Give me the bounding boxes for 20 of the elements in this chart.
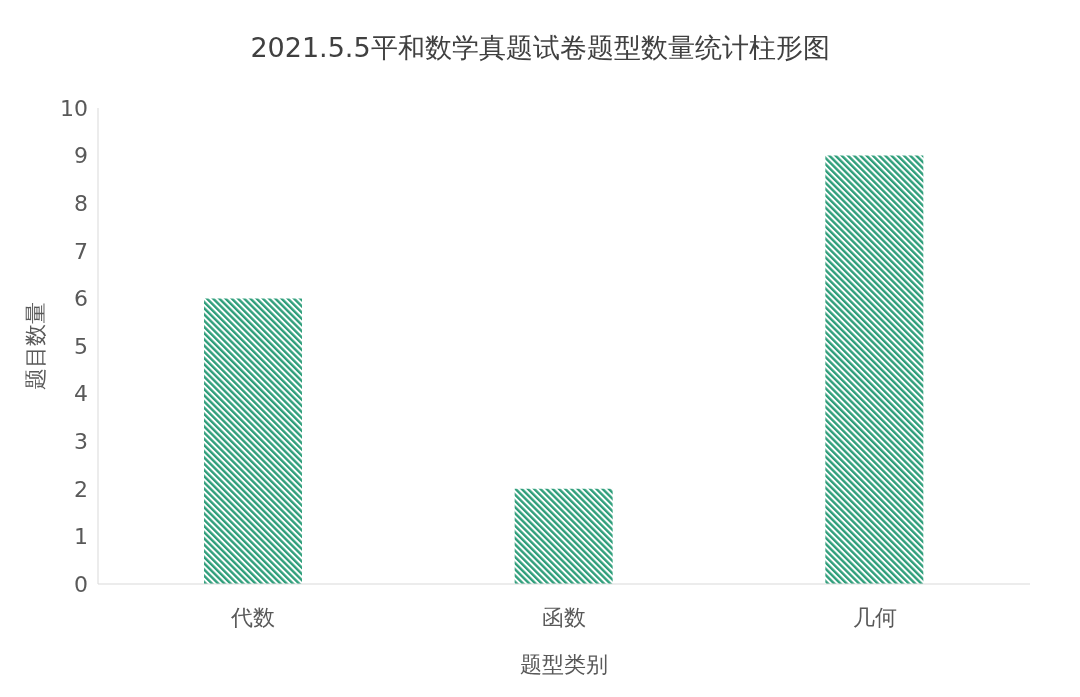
y-axis-title: 题目数量 [22,302,48,390]
x-tick-label: 几何 [852,604,897,630]
x-tick-label: 函数 [542,604,586,630]
y-tick-label: 5 [74,333,88,359]
y-tick-label: 6 [74,286,88,312]
bar [204,298,302,584]
y-tick-label: 1 [74,524,88,550]
y-tick-label: 4 [74,381,88,407]
y-tick-label: 8 [74,191,88,217]
y-tick-label: 2 [74,476,88,502]
y-tick-label: 10 [60,95,88,121]
bar [514,488,613,584]
y-tick-label: 7 [74,238,88,264]
chart-title: 2021.5.5平和数学真题试卷题型数量统计柱形图 [249,31,831,65]
x-axis-title: 题型类别 [520,652,608,677]
bar [825,155,924,584]
y-tick-label: 0 [74,571,88,597]
y-tick-label: 9 [74,143,88,169]
y-tick-label: 3 [74,429,88,455]
x-tick-label: 代数 [230,604,276,630]
